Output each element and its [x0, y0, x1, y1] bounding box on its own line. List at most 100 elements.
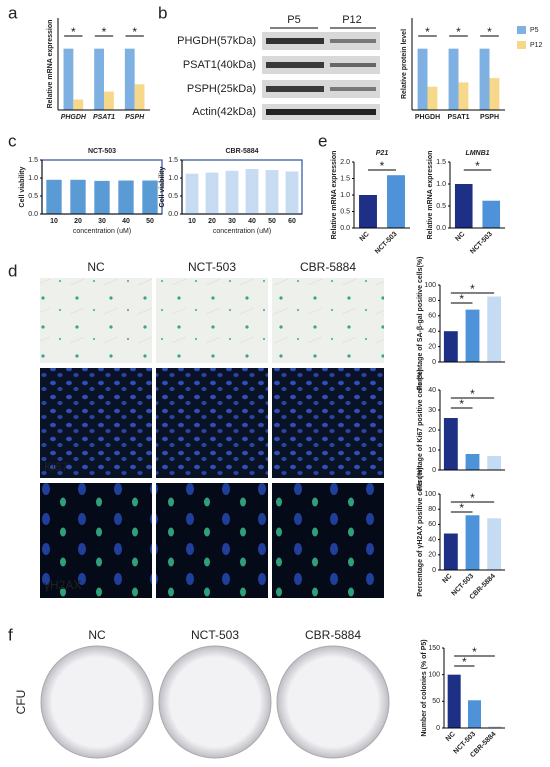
x-tick-label: 20 [74, 218, 82, 225]
bar [465, 454, 480, 470]
x-tick-label: 30 [228, 218, 236, 225]
significance: * [456, 25, 461, 39]
column-label: NCT-503 [191, 628, 239, 642]
y-tick-label: 0 [432, 567, 436, 574]
y-tick-label: 100 [428, 672, 440, 679]
band [266, 86, 324, 92]
x-tick-label: PHGDH [61, 114, 87, 121]
bar [467, 700, 482, 728]
bar [443, 331, 458, 362]
chart-title: LMNB1 [465, 150, 489, 157]
column-label: NC [88, 628, 106, 642]
band [330, 63, 376, 67]
significance: * [470, 282, 475, 296]
band [266, 38, 324, 44]
x-tick-label: 40 [248, 218, 256, 225]
x-tick-label: NCT-503 [469, 231, 494, 256]
row-label: Ki67 [44, 460, 68, 474]
dishes [40, 645, 390, 759]
bar [73, 99, 84, 110]
image [156, 278, 268, 363]
y-axis-label: Cell viability [19, 166, 26, 207]
y-tick-label: 0.0 [340, 225, 350, 232]
y-tick-label: 1.5 [28, 157, 38, 164]
panel-label: f [8, 625, 13, 644]
micrographs [40, 278, 384, 598]
x-tick-label: PSAT1 [447, 114, 469, 121]
bar [118, 180, 134, 214]
band [330, 87, 376, 91]
y-tick-label: 1.0 [340, 192, 350, 199]
row-label: CFU [14, 690, 28, 715]
y-tick-label: 150 [428, 645, 440, 652]
significance: * [380, 159, 385, 173]
bar [487, 518, 502, 570]
x-tick-label: PHGDH [415, 114, 440, 121]
frame [181, 159, 303, 215]
x-tick-label: PSPH [125, 114, 145, 121]
legend-label: P5 [530, 27, 539, 34]
chart-title: P21 [376, 150, 389, 157]
panel-label: d [8, 261, 17, 280]
band-label: PSAT1(40kDa) [183, 59, 256, 71]
chart-title: CBR-5884 [225, 148, 258, 155]
bar [443, 533, 458, 570]
band [266, 109, 376, 115]
y-tick-label: 60 [428, 313, 436, 320]
panel-label: b [158, 3, 167, 22]
column-label: CBR-5884 [305, 628, 361, 642]
column-label: CBR-5884 [300, 260, 356, 274]
significance: * [475, 159, 480, 173]
y-tick-label: 0.0 [168, 211, 178, 218]
image [156, 368, 268, 478]
bar [142, 180, 158, 214]
bar [487, 296, 502, 362]
bar [417, 48, 428, 110]
y-tick-label: 80 [428, 297, 436, 304]
significance: * [470, 387, 475, 401]
significance: * [487, 25, 492, 39]
x-tick-label: 40 [122, 218, 130, 225]
significance: * [425, 25, 430, 39]
y-tick-label: 20 [428, 427, 436, 434]
significance: * [102, 25, 107, 39]
y-tick-label: 1.5 [436, 159, 446, 166]
bar [225, 170, 239, 214]
y-tick-label: 0 [432, 467, 436, 474]
chart-title: NCT-503 [88, 148, 116, 155]
y-axis-label: Percentage of Ki67 positive cells (%) [417, 369, 424, 491]
bar [63, 48, 74, 110]
bar [488, 726, 502, 728]
bar [465, 309, 480, 362]
image [40, 278, 152, 363]
y-tick-label: 1.5 [340, 175, 350, 182]
x-axis-label: concentration (uM) [213, 228, 271, 235]
legend-swatch [517, 26, 526, 34]
y-axis-label: Cell viability [159, 166, 166, 207]
bar [443, 418, 458, 470]
x-tick-label: 50 [146, 218, 154, 225]
y-tick-label: 60 [428, 521, 436, 528]
row-label: γH2AX [44, 578, 81, 592]
bar [285, 171, 299, 214]
bar [489, 78, 500, 110]
column-label: NC [87, 260, 105, 274]
significance: * [472, 645, 477, 659]
bar [70, 179, 86, 214]
dish [40, 645, 154, 759]
lane-label: P12 [342, 14, 362, 26]
y-tick-label: 2.0 [340, 159, 350, 166]
y-tick-label: 100 [424, 491, 436, 498]
panel-label: e [318, 131, 327, 150]
bar [454, 184, 473, 228]
x-tick-label: NCT-503 [374, 231, 399, 256]
y-axis-label: Relative mRNA expression [427, 151, 434, 240]
y-tick-label: 10 [428, 447, 436, 454]
bar [205, 172, 219, 214]
legend-label: P12 [530, 42, 543, 49]
x-tick-label: 60 [288, 218, 296, 225]
significance: * [459, 501, 464, 515]
lane-label: P5 [287, 14, 300, 26]
x-tick-label: PSAT1 [93, 114, 115, 121]
band [266, 62, 324, 68]
